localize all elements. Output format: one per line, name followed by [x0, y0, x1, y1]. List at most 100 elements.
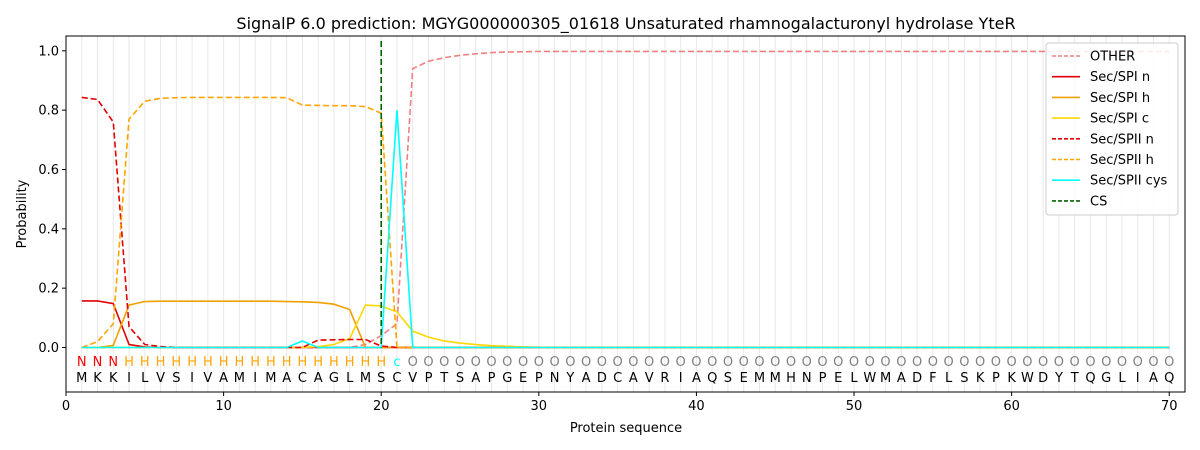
- residue-letter: A: [314, 371, 323, 386]
- residue-letter: R: [660, 371, 669, 386]
- region-label: O: [770, 355, 780, 370]
- residue-letter: K: [976, 371, 985, 386]
- residue-letter: A: [582, 371, 591, 386]
- region-label: O: [739, 355, 749, 370]
- residue-letter: W: [1021, 371, 1034, 386]
- region-label: H: [234, 355, 244, 370]
- region-label: H: [376, 355, 386, 370]
- residue-letter: F: [929, 371, 936, 386]
- residue-letter: M: [76, 371, 87, 386]
- legend-label: Sec/SPI n: [1090, 70, 1150, 85]
- region-label: O: [802, 355, 812, 370]
- residue-letter: I: [190, 371, 194, 386]
- region-label: O: [880, 355, 890, 370]
- residue-letter: P: [535, 371, 543, 386]
- region-label: O: [1022, 355, 1032, 370]
- residue-letter: H: [786, 371, 796, 386]
- region-label: O: [676, 355, 686, 370]
- residue-letter: P: [488, 371, 496, 386]
- region-label: O: [865, 355, 875, 370]
- residue-letter: E: [740, 371, 748, 386]
- residue-letter: V: [408, 371, 417, 386]
- legend-label: OTHER: [1090, 50, 1135, 65]
- region-label: O: [1133, 355, 1143, 370]
- residue-letter: V: [156, 371, 165, 386]
- legend-item: Sec/SPI h: [1052, 91, 1150, 106]
- region-label: O: [455, 355, 465, 370]
- region-label: O: [1148, 355, 1158, 370]
- legend-label: Sec/SPI c: [1090, 112, 1149, 127]
- region-label: O: [1054, 355, 1064, 370]
- region-label: N: [77, 355, 87, 370]
- region-label: H: [124, 355, 134, 370]
- region-label: O: [1117, 355, 1127, 370]
- region-label: O: [597, 355, 607, 370]
- residue-letter: A: [897, 371, 906, 386]
- residue-letter: K: [109, 371, 118, 386]
- residue-letter: G: [329, 371, 339, 386]
- residue-letter: C: [392, 371, 401, 386]
- y-tick-label: 0.8: [38, 104, 59, 119]
- residue-letter: V: [645, 371, 654, 386]
- residue-letter: M: [770, 371, 781, 386]
- x-tick-label: 0: [62, 399, 70, 414]
- legend: OTHER Sec/SPI n Sec/SPI h Sec/SPI c Sec/SPII…: [1045, 42, 1179, 216]
- legend-item: Sec/SPI c: [1052, 112, 1149, 127]
- legend-item: Sec/SPII cys: [1052, 174, 1168, 189]
- region-label: O: [786, 355, 796, 370]
- residue-letter: L: [141, 371, 149, 386]
- residue-letter: G: [1101, 371, 1111, 386]
- residue-letter: A: [219, 371, 228, 386]
- region-label: O: [896, 355, 906, 370]
- y-axis-ticks: 0.0 0.2 0.4 0.6 0.8 1.0: [38, 44, 66, 356]
- region-label: H: [203, 355, 213, 370]
- region-label: O: [565, 355, 575, 370]
- residue-letter: E: [519, 371, 527, 386]
- region-label: O: [833, 355, 843, 370]
- y-axis-label: Probability: [15, 179, 30, 248]
- residue-letter: L: [346, 371, 354, 386]
- region-label: O: [471, 355, 481, 370]
- region-label: O: [660, 355, 670, 370]
- region-label: O: [1101, 355, 1111, 370]
- y-tick-label: 0.6: [38, 163, 59, 178]
- region-label: H: [187, 355, 197, 370]
- x-axis-ticks: 0 10 20 30 40 50 60 70: [62, 392, 1178, 414]
- residue-letter: Q: [707, 371, 717, 386]
- region-label: H: [345, 355, 355, 370]
- residue-letter: K: [93, 371, 102, 386]
- residue-letter: A: [471, 371, 480, 386]
- x-tick-label: 60: [1003, 399, 1020, 414]
- residue-letter: M: [234, 371, 245, 386]
- x-tick-label: 30: [531, 399, 548, 414]
- residue-letter: Y: [565, 371, 574, 386]
- residue-letter: I: [1136, 371, 1140, 386]
- residue-letter: Q: [1164, 371, 1174, 386]
- y-tick-label: 1.0: [38, 44, 59, 59]
- x-tick-label: 20: [373, 399, 390, 414]
- region-label: O: [723, 355, 733, 370]
- residue-letter: L: [1118, 371, 1126, 386]
- region-label: O: [1038, 355, 1048, 370]
- x-tick-label: 70: [1161, 399, 1178, 414]
- region-label: N: [93, 355, 103, 370]
- region-label: O: [581, 355, 591, 370]
- residue-letter: M: [754, 371, 765, 386]
- region-label: H: [313, 355, 323, 370]
- legend-label: Sec/SPII h: [1090, 153, 1154, 168]
- region-label: O: [408, 355, 418, 370]
- residue-letter: C: [613, 371, 622, 386]
- residue-letter: A: [1149, 371, 1158, 386]
- region-label: O: [849, 355, 859, 370]
- residue-letter: C: [298, 371, 307, 386]
- y-tick-label: 0.0: [38, 341, 59, 356]
- legend-item: Sec/SPI n: [1052, 70, 1150, 85]
- region-label: H: [282, 355, 292, 370]
- residue-letter: T: [439, 371, 448, 386]
- residue-letter: V: [203, 371, 212, 386]
- region-label: O: [817, 355, 827, 370]
- region-label: O: [439, 355, 449, 370]
- residue-letter: I: [679, 371, 683, 386]
- x-tick-label: 40: [688, 399, 705, 414]
- region-label: O: [502, 355, 512, 370]
